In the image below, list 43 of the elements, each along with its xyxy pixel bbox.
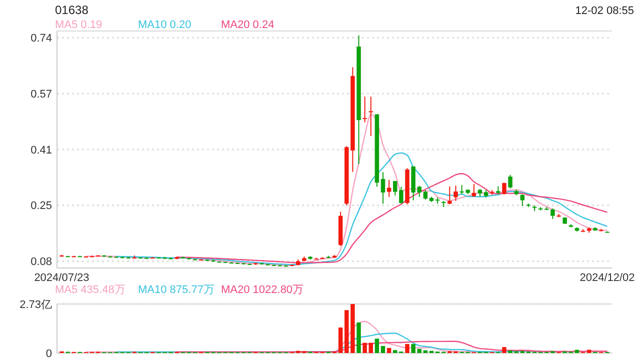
candlestick (502, 182, 506, 196)
candlestick (520, 194, 525, 207)
candlestick (380, 172, 386, 204)
candlestick (362, 96, 367, 123)
x-tick-label: 2024/12/02 (580, 272, 635, 284)
y-tick-label: 0.08 (30, 256, 52, 268)
line-series (116, 152, 608, 266)
candlestick (508, 174, 512, 189)
candlestick (399, 186, 404, 204)
bar (338, 328, 343, 353)
text: MA10 0.20 (138, 19, 192, 31)
line-series (176, 340, 608, 353)
candlestick (448, 186, 452, 205)
line-series (176, 173, 608, 264)
text: MA20 1022.80万 (221, 284, 304, 296)
candlestick (368, 96, 373, 136)
candlestick (386, 179, 392, 198)
bar (502, 347, 506, 353)
y-tick-label: 2.73亿 (20, 298, 52, 311)
text: 12-02 08:55 (575, 5, 634, 17)
text: MA5 435.48万 (55, 284, 126, 296)
text: MA10 875.77万 (138, 284, 214, 296)
y-tick-label: 0.74 (30, 32, 52, 45)
bar (386, 348, 392, 353)
x-tick-label: 2024/07/23 (34, 272, 90, 284)
y-tick-label: 0.57 (30, 88, 52, 100)
candlestick (423, 190, 428, 200)
candlestick (454, 185, 458, 202)
y-tick-label: 0.25 (30, 200, 52, 212)
y-tick-label: 0.41 (30, 144, 52, 156)
bar (405, 344, 410, 353)
chart-title: 01638 (55, 3, 89, 17)
text: MA5 0.19 (55, 19, 102, 31)
bar (392, 350, 398, 353)
bar (344, 310, 349, 353)
y-tick-label: 0 (46, 348, 52, 360)
candlestick (392, 180, 398, 196)
bar (350, 304, 355, 353)
line-series (85, 114, 608, 266)
text: MA20 0.24 (221, 19, 274, 31)
bar (380, 346, 386, 353)
bar (356, 322, 361, 353)
bar (374, 338, 380, 353)
